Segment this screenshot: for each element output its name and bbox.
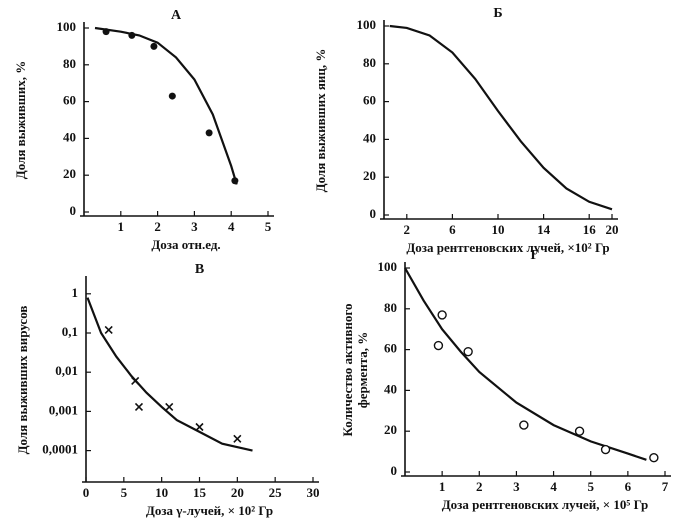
point	[195, 422, 204, 432]
x-tick-label: 20	[606, 222, 619, 237]
y-tick-label: 20	[363, 168, 376, 183]
x-tick-label: 2	[154, 219, 161, 234]
x-tick-label: 15	[193, 485, 207, 500]
chart: Г 0 20 40 60 80 100 1 2 3 4 5 6 7 Доза рентгеновских л…	[340, 248, 671, 512]
x-tick-label: 25	[269, 485, 283, 500]
x-tick-label: 1	[118, 219, 125, 234]
x-axis-label: Доза рентгеновских лучей, ×10² Гр	[406, 240, 609, 255]
point	[437, 310, 447, 320]
x-tick-label: 0	[83, 485, 90, 500]
y-tick-label: 0,0001	[42, 442, 78, 457]
x-axis-label: Доза рентгеновских лучей, × 10⁵ Гр	[442, 497, 649, 512]
y-tick-label: 60	[384, 341, 397, 356]
point	[104, 325, 113, 334]
chart-title: В	[195, 262, 204, 277]
point	[168, 92, 176, 100]
y-tick-label: 0	[70, 203, 77, 218]
fit-curve	[404, 267, 647, 461]
y-tick-label: 80	[63, 56, 76, 71]
point	[131, 376, 140, 385]
point	[463, 346, 473, 357]
x-axis-label: Доза γ-лучей, × 10² Гр	[146, 503, 273, 518]
x-tick-label: 3	[513, 479, 520, 494]
x-tick-label: 1	[439, 479, 446, 494]
y-tick-label: 0,01	[55, 363, 78, 378]
x-tick-label: 2	[404, 222, 411, 237]
x-axis-label: Доза отн.ед.	[151, 237, 220, 252]
x-tick-label: 30	[307, 485, 320, 500]
chart-title: А	[171, 8, 182, 23]
y-tick-label: 0	[391, 463, 398, 478]
x-tick-label: 2	[476, 479, 483, 494]
point	[205, 129, 213, 137]
x-tick-label: 3	[191, 219, 198, 234]
point	[231, 177, 239, 185]
x-tick-label: 16	[583, 222, 597, 237]
x-tick-label: 10	[155, 485, 168, 500]
y-tick-label: 1	[72, 285, 79, 300]
point	[574, 426, 585, 436]
y-axis-label: Доля выживших яиц, %	[313, 49, 328, 193]
y-tick-label: 100	[357, 17, 377, 32]
point	[165, 402, 174, 411]
x-tick-label: 7	[662, 479, 669, 494]
x-tick-label: 20	[231, 485, 244, 500]
chart: В 1 0,1 0,01 0,001 0,0001 0 5 10 15 20 25 30 Доза γ-л…	[15, 262, 320, 518]
y-tick-label: 20	[384, 422, 397, 437]
chart: А 0 20 40 60 80 100 1 2 3 4 5 Доза отн.ед. Доля выжив…	[13, 8, 274, 252]
y-tick-label: 0,001	[49, 402, 78, 417]
y-axis-label: Доля выживших вирусов	[15, 306, 30, 455]
y-tick-label: 40	[63, 129, 76, 144]
y-tick-label: 80	[384, 300, 397, 315]
y-tick-label: 60	[363, 93, 376, 108]
chart: Б 0 20 40 60 80 100 2 6 10 14 16 20 Доза рентгеновски…	[313, 6, 619, 255]
x-tick-label: 10	[492, 222, 505, 237]
fit-curve	[86, 297, 253, 452]
y-tick-label: 100	[57, 19, 77, 34]
chart-title: Г	[531, 248, 540, 263]
y-tick-label: 40	[384, 381, 397, 396]
x-tick-label: 14	[537, 222, 551, 237]
y-tick-label: 0,1	[62, 324, 78, 339]
point	[233, 434, 242, 443]
y-axis-label: Количество активного	[340, 304, 355, 437]
y-tick-label: 100	[378, 259, 398, 274]
x-tick-label: 5	[121, 485, 128, 500]
point	[150, 42, 158, 50]
y-tick-label: 80	[363, 55, 376, 70]
y-axis-label: фермента, %	[355, 332, 370, 408]
y-tick-label: 60	[63, 93, 76, 108]
y-axis-label: Доля выживших, %	[13, 61, 28, 179]
point	[134, 402, 144, 411]
fit-curve	[389, 24, 613, 211]
chart-title: Б	[493, 6, 502, 21]
point	[433, 340, 444, 351]
y-tick-label: 40	[363, 130, 376, 145]
x-tick-label: 6	[449, 222, 456, 237]
y-tick-label: 20	[63, 166, 76, 181]
point	[649, 453, 659, 463]
fit-curve	[94, 26, 238, 185]
x-tick-label: 5	[265, 219, 272, 234]
point	[102, 28, 110, 36]
x-tick-label: 4	[228, 219, 235, 234]
point	[519, 420, 529, 430]
x-tick-label: 4	[550, 479, 557, 494]
point	[128, 31, 136, 39]
y-tick-label: 0	[370, 206, 377, 221]
point	[600, 444, 611, 455]
x-tick-label: 5	[587, 479, 594, 494]
x-tick-label: 6	[625, 479, 632, 494]
